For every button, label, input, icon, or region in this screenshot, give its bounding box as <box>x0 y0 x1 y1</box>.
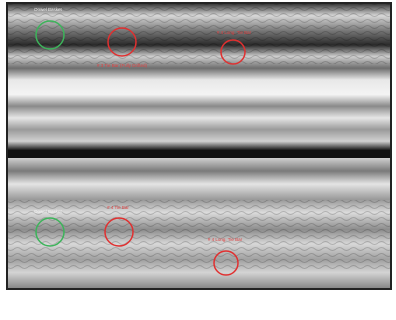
bottom-texture <box>8 200 390 270</box>
annotation-label: # 4 Long. Tie Bar <box>217 30 252 35</box>
annotation-label: # 4 Long. Tie Bar <box>208 237 243 242</box>
annotation-label: # 3 Tie Bar (Fully Drifted) <box>97 63 148 68</box>
annotation-label: Dowel Basket <box>34 209 62 214</box>
annotation-label: # 4 Tie Bar <box>107 205 129 210</box>
divider <box>8 150 390 158</box>
annotation-label: Dowel Basket <box>34 7 62 12</box>
page: Dowel Basket # 3 Tie Bar (Fully Drifted)… <box>0 0 396 320</box>
top-texture <box>8 4 390 64</box>
scan-view: Dowel Basket # 3 Tie Bar (Fully Drifted)… <box>0 0 396 320</box>
